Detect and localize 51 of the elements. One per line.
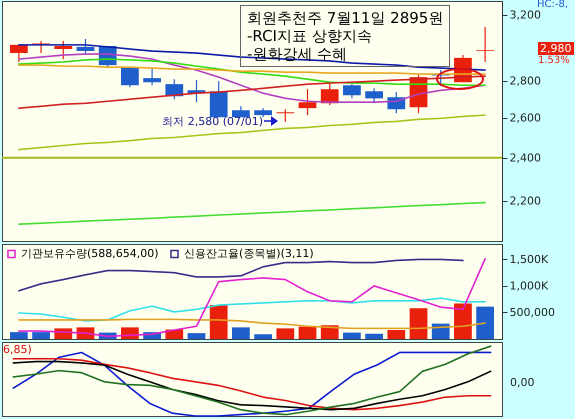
candlestick (254, 108, 272, 118)
annotation: -RCI지표 상향지속 (247, 27, 373, 45)
bar (276, 328, 294, 339)
annotation: 회원추천주 7월11일 2895원 (247, 9, 444, 27)
bar (476, 306, 494, 339)
text: 2,980 (538, 42, 574, 56)
candlestick (143, 67, 161, 86)
candlestick (298, 88, 316, 116)
line-series (18, 258, 486, 338)
candlestick (54, 40, 72, 60)
annotation: 6,85) (3, 343, 32, 356)
bar (210, 305, 228, 339)
bar (454, 303, 472, 339)
bar (387, 330, 406, 339)
annotation: 최저 2,580 (07/01) (162, 114, 264, 128)
line-series (18, 114, 486, 150)
candlestick (76, 38, 94, 56)
line-series (18, 75, 486, 109)
candlestick (343, 84, 361, 99)
bar (10, 332, 28, 339)
candlestick (365, 88, 383, 104)
annotation: -원화강세 수혜 (247, 45, 348, 63)
candlestick (320, 82, 339, 106)
line-series (18, 297, 486, 322)
legend-label: 신용잔고율(종목별)(3,11) (184, 246, 314, 260)
candlestick (476, 26, 494, 63)
y-tick-label: 1,500K (510, 252, 549, 266)
bar (232, 327, 250, 339)
text: 0,00 (510, 376, 534, 389)
y-tick-label: 2,600 (510, 111, 541, 124)
candlestick (10, 44, 28, 63)
y-tick-label: 3,200 (510, 8, 541, 22)
bar (188, 333, 206, 339)
bar (298, 326, 316, 339)
note-box: 회원추천주 7월11일 2895원 -RCI지표 상향지속 -원화강세 수혜 (240, 5, 450, 67)
y-tick-label: 1,000K (510, 279, 549, 292)
candlestick (121, 66, 139, 88)
bar (254, 334, 272, 339)
text: 1.53% (538, 55, 570, 68)
bar (365, 334, 383, 339)
bar (343, 332, 361, 339)
line-series (18, 258, 464, 292)
y-tick-label: 2,400 (510, 151, 541, 164)
line-series (18, 318, 486, 330)
legend-label: 기관보유수량(588,654,00) (21, 246, 159, 260)
y-tick-label: 2,800 (510, 74, 541, 88)
bar (32, 332, 50, 339)
y-tick-label: 500,000 (510, 306, 555, 319)
line-series (18, 202, 486, 225)
bar (410, 308, 428, 339)
y-tick-label: 2,200 (510, 194, 541, 208)
